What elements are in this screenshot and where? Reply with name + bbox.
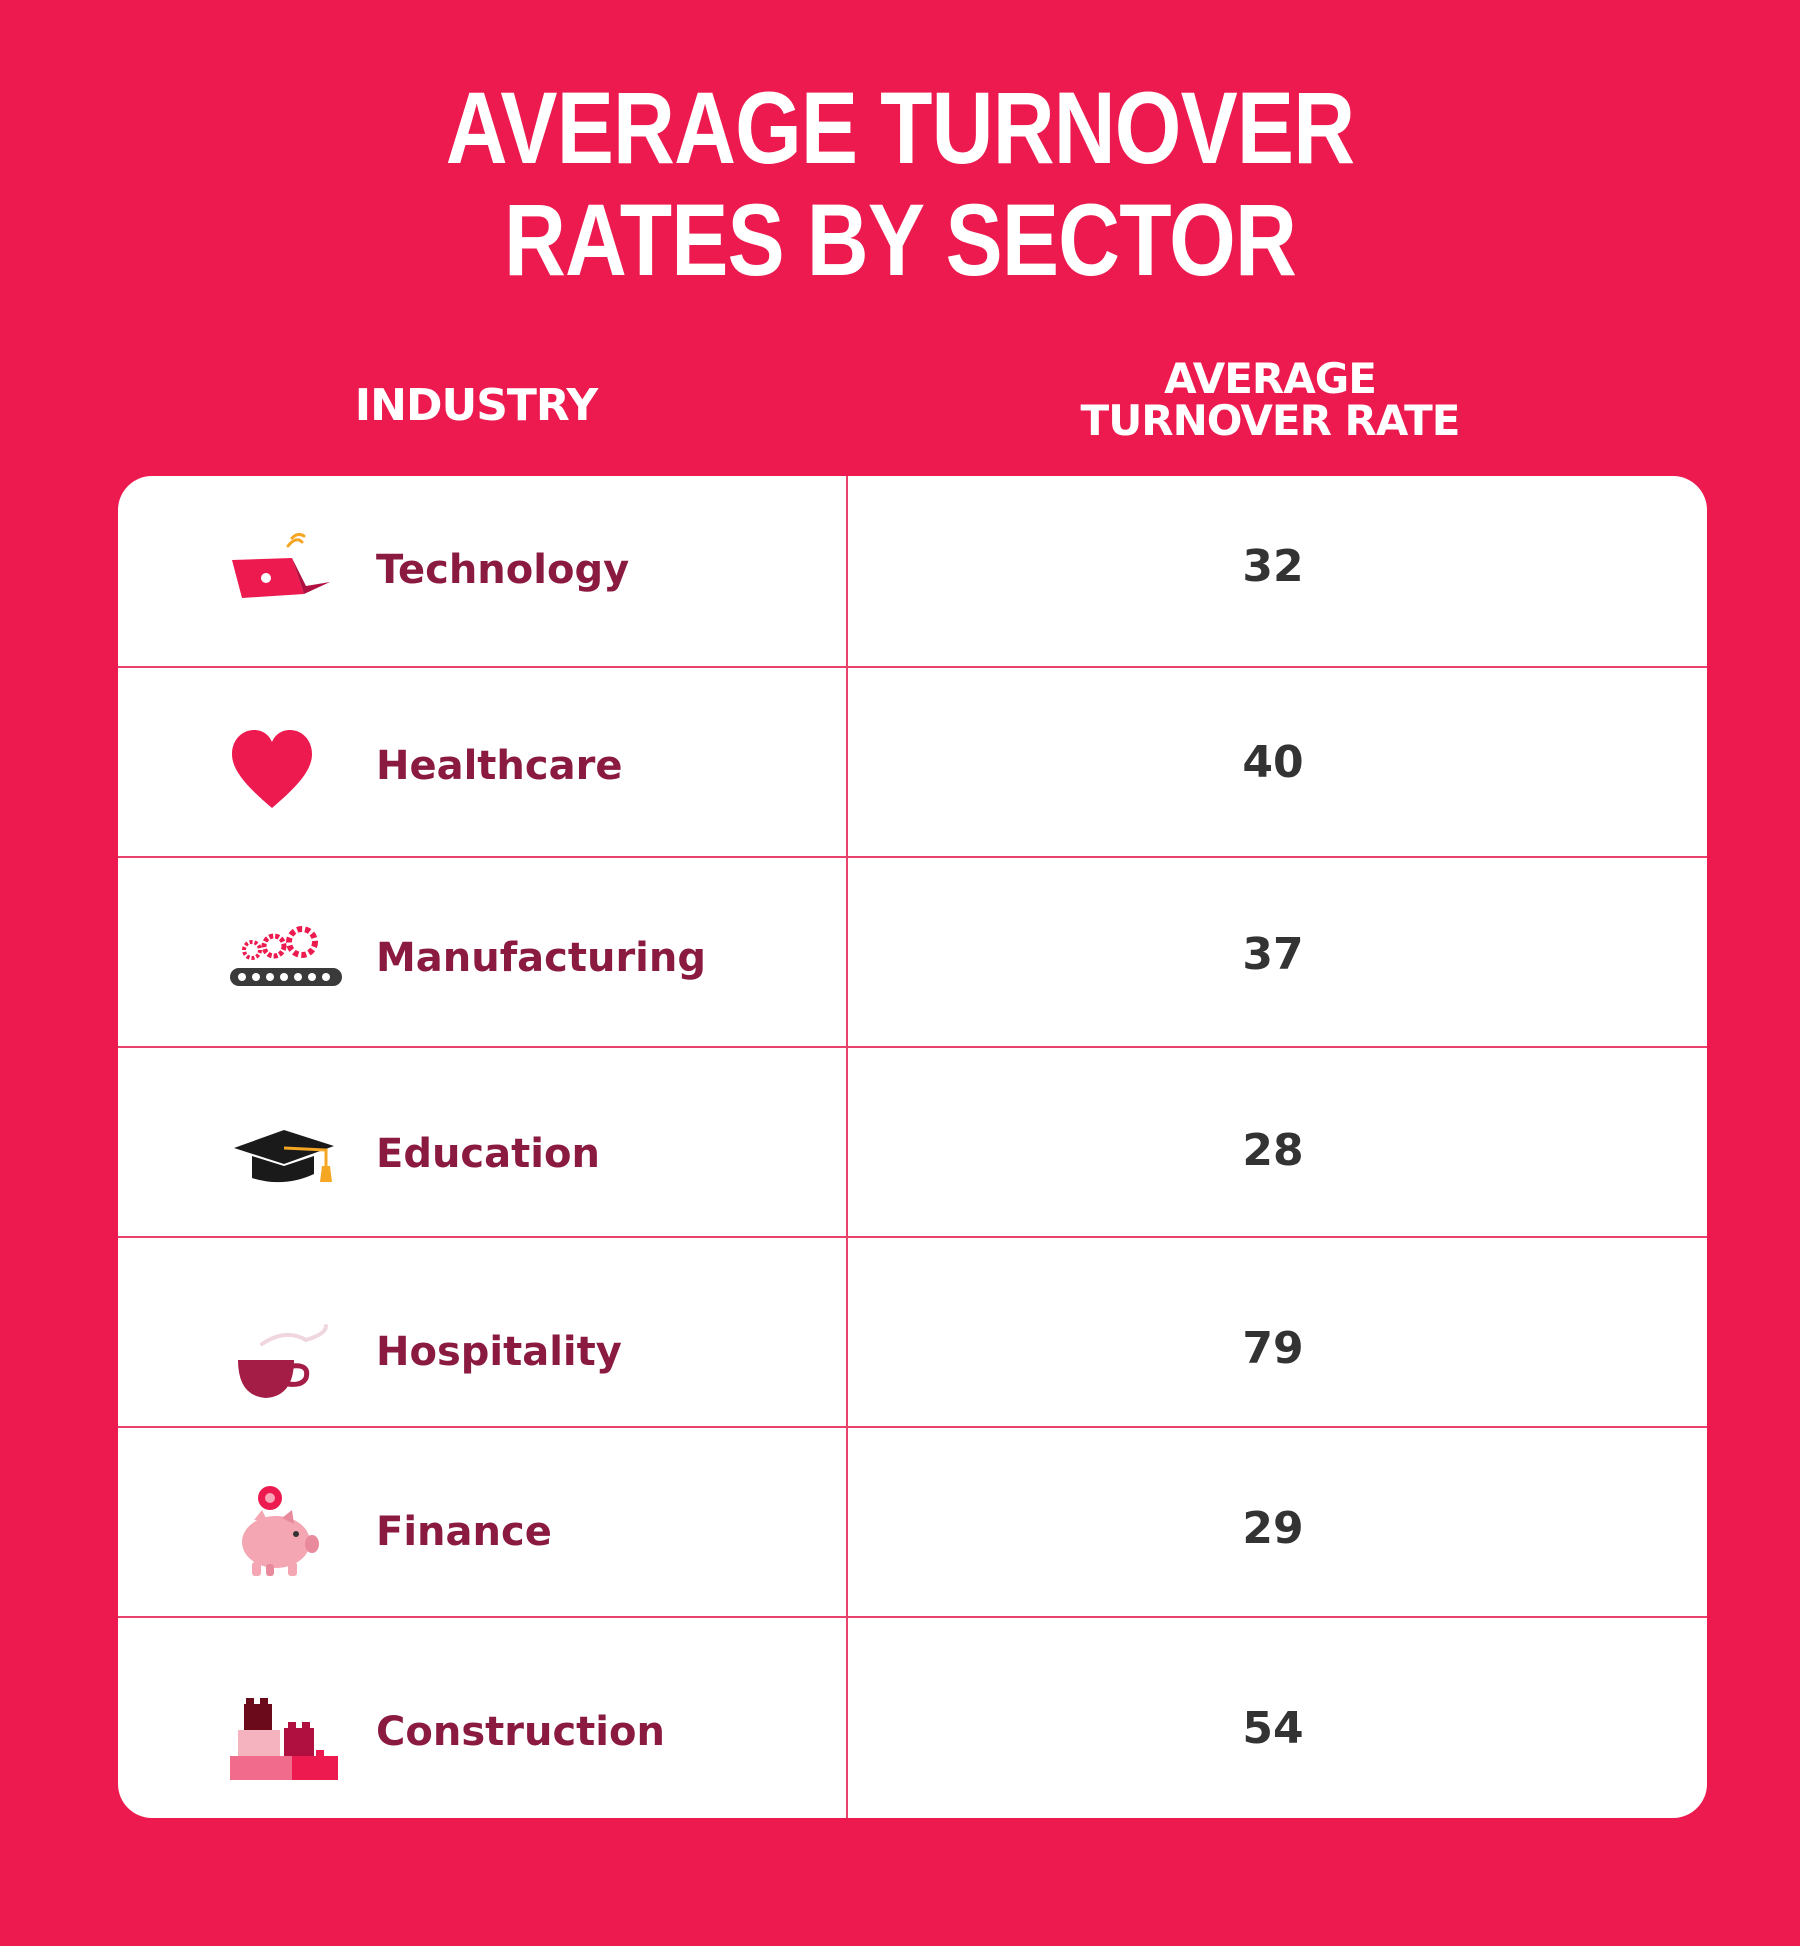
industry-label: Hospitality [376, 1329, 622, 1375]
rate-value: 32 [1242, 541, 1304, 592]
table-row: Healthcare 40 [118, 668, 1707, 858]
heart-icon [226, 718, 346, 818]
industry-label: Finance [376, 1509, 552, 1555]
row-divider [118, 1616, 1707, 1618]
industry-label: Construction [376, 1709, 665, 1755]
rate-value: 29 [1242, 1503, 1304, 1554]
industry-label: Healthcare [376, 743, 623, 789]
table-row: Construction 54 [118, 1618, 1707, 1818]
title-line-1: AVERAGE TURNOVER [445, 71, 1355, 185]
row-divider [118, 1426, 1707, 1428]
row-divider [118, 1046, 1707, 1048]
rate-header-line-1: AVERAGE [1164, 354, 1377, 403]
industry-label: Manufacturing [376, 935, 706, 981]
industry-label: Technology [376, 547, 630, 593]
title-line-2: RATES BY SECTOR [504, 183, 1297, 297]
column-divider [846, 476, 848, 1818]
rate-value: 28 [1242, 1125, 1304, 1176]
rate-value: 37 [1242, 929, 1304, 980]
industry-column-header: INDUSTRY [354, 380, 599, 431]
conveyor-gears-icon [226, 910, 346, 1010]
row-divider [118, 856, 1707, 858]
rate-header-line-2: TURNOVER RATE [1080, 396, 1461, 445]
coffee-cup-icon [226, 1304, 346, 1404]
laptop-icon [226, 522, 346, 622]
table-row: Technology 32 [118, 476, 1707, 668]
graduation-cap-icon [226, 1106, 346, 1206]
page-title: AVERAGE TURNOVER RATES BY SECTOR [144, 72, 1656, 296]
rate-column-header: AVERAGE TURNOVER RATE [1030, 358, 1510, 442]
table-row: Education 28 [118, 1048, 1707, 1238]
building-blocks-icon [226, 1684, 346, 1784]
rate-value: 79 [1242, 1323, 1304, 1374]
row-divider [118, 666, 1707, 668]
piggy-bank-icon [226, 1484, 346, 1584]
table-row: Manufacturing 37 [118, 858, 1707, 1048]
table-row: Hospitality 79 [118, 1238, 1707, 1428]
rate-value: 40 [1242, 737, 1304, 788]
rate-value: 54 [1242, 1703, 1304, 1754]
turnover-table: Technology 32 Healthcare 40 [118, 476, 1707, 1818]
row-divider [118, 1236, 1707, 1238]
table-row: Finance 29 [118, 1428, 1707, 1618]
industry-label: Education [376, 1131, 600, 1177]
